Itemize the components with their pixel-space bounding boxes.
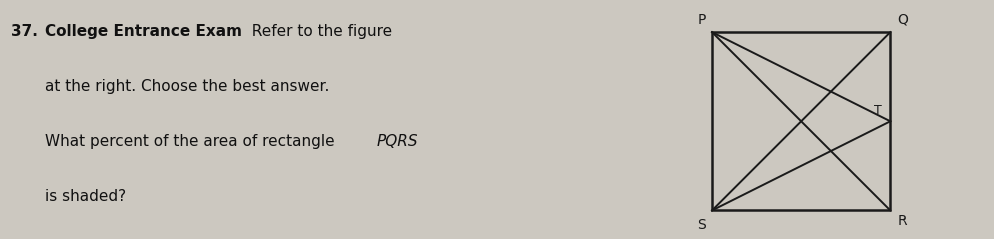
Text: P: P [697,13,705,27]
Text: Q: Q [897,13,908,27]
Bar [712,32,890,210]
Text: R: R [898,214,907,228]
Text: College Entrance Exam: College Entrance Exam [45,24,242,39]
Text: S: S [696,218,705,232]
Text: Refer to the figure: Refer to the figure [242,24,392,39]
Text: 37.: 37. [11,24,38,39]
Text: What percent of the area of rectangle: What percent of the area of rectangle [45,134,339,149]
Text: at the right. Choose the best answer.: at the right. Choose the best answer. [45,79,329,94]
Polygon shape [712,32,890,121]
Text: is shaded?: is shaded? [45,189,126,204]
Text: PQRS: PQRS [376,134,417,149]
Polygon shape [712,121,890,210]
Text: T: T [873,104,881,117]
